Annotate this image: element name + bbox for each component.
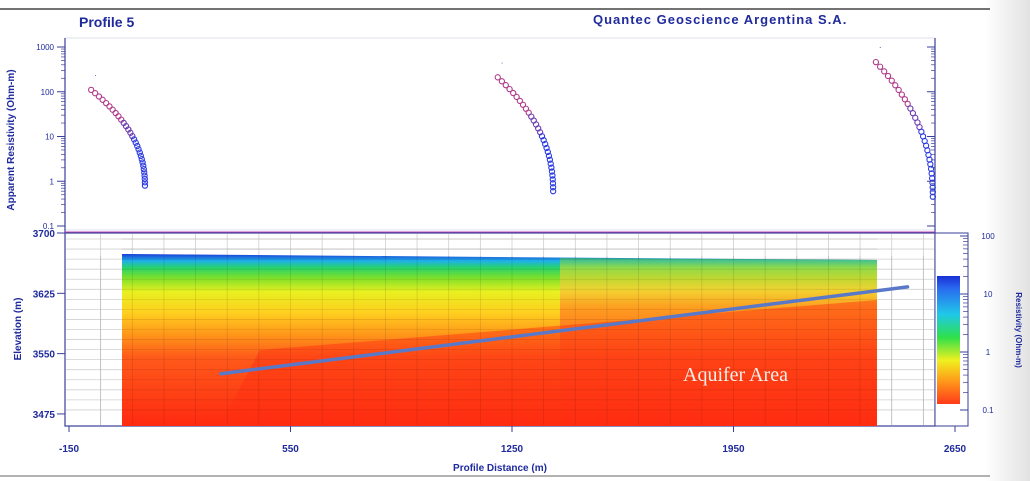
resistivity-point [548, 164, 555, 171]
top-y-tick-label: 10 [45, 133, 54, 142]
profile-title: Profile 5 [79, 14, 134, 30]
company-name: Quantec Geoscience Argentina S.A. [593, 12, 847, 27]
top-panel-ylabel: Apparent Resistivity (Ohm-m) [6, 69, 17, 210]
resistivity-point [88, 86, 95, 94]
resistivity-point [549, 184, 557, 191]
section-x-tick-label: 1950 [722, 444, 745, 455]
resistivity-point [547, 160, 554, 167]
resistivity-point [929, 188, 936, 196]
resistivity-point [872, 58, 880, 66]
resistivity-point [141, 175, 148, 183]
resistivity-point [548, 168, 556, 175]
section-y-tick-label: 3700 [33, 229, 56, 240]
resistivity-point [907, 105, 914, 112]
resistivity-point [929, 193, 936, 200]
resistivity-point [513, 93, 520, 101]
resistivity-point [876, 63, 884, 70]
resistivity-point [904, 100, 911, 108]
aquifer-annotation: Aquifer Area [683, 364, 788, 386]
deep-conductor [220, 300, 877, 426]
resistivity-point [138, 156, 145, 163]
top-panel-ticks: 1000 100 10 1 0.1 [36, 43, 935, 231]
section-x-tick-label: 2650 [944, 444, 967, 455]
resistivity-point [546, 156, 554, 163]
resistivity-point [506, 85, 513, 93]
resistivity-point [549, 172, 556, 179]
section-ticks: 3700 3625 3550 3475 -150 550 1250 1950 2650 [33, 229, 967, 455]
resistivity-point [516, 97, 524, 105]
resistivity-point [510, 89, 517, 97]
resistivity-point [141, 179, 149, 186]
colorbar-gradient [937, 276, 960, 404]
colorbar-tick-label: 0.1 [982, 406, 994, 415]
sounding-marker: · [501, 58, 504, 67]
sounding-marker: · [94, 71, 97, 80]
resistivity-point [901, 96, 909, 103]
aquifer-boundary-line [219, 285, 910, 376]
resistivity-point [127, 129, 134, 136]
resistivity-point [132, 139, 139, 146]
resistivity-point [141, 169, 148, 176]
resistivity-point [135, 146, 142, 153]
resistivity-point [549, 188, 557, 195]
colorbar-ticks: 100 10 1 0.1 [960, 232, 995, 415]
resistivity-point [141, 172, 148, 179]
resistivity-point [102, 99, 110, 107]
resistivity-point [538, 133, 546, 140]
resistivity-point [549, 176, 556, 183]
resistivity-point [140, 162, 147, 169]
resistivity-point [544, 148, 551, 156]
resistivity-point [519, 101, 527, 108]
apparent-resistivity-scatter: · · · [88, 43, 936, 200]
section-y-tick-label: 3625 [33, 289, 56, 300]
colorbar: 100 10 1 0.1 Resistivity (Ohm-m) [934, 232, 1023, 427]
resistivity-point [137, 152, 144, 160]
section-x-tick-label: 1250 [501, 444, 524, 455]
colorbar-tick-label: 100 [981, 232, 995, 241]
section-xlabel: Profile Distance (m) [453, 463, 547, 474]
section-y-tick-label: 3550 [33, 350, 56, 361]
resistivity-point [106, 103, 113, 110]
resistivity-point [129, 132, 136, 140]
resistivity-point [542, 140, 549, 148]
section-y-tick-label: 3475 [33, 410, 56, 421]
top-y-tick-label: 1000 [36, 43, 54, 52]
section-x-tick-label: 550 [282, 444, 299, 455]
resistivity-point [136, 149, 143, 156]
resistivity-point [895, 86, 902, 94]
resistivity-point [892, 82, 899, 89]
section-x-tick-label: -150 [59, 444, 79, 455]
resistivity-point [91, 90, 99, 97]
resistivity-point [95, 93, 103, 100]
colorbar-label: Resistivity (Ohm-m) [1014, 292, 1023, 368]
resistivity-point [543, 144, 550, 152]
top-y-tick-label: 1 [50, 177, 55, 186]
resistivity-point [888, 77, 895, 84]
resistivity-point [130, 136, 138, 143]
right-shade [985, 0, 1030, 481]
resistivity-point [545, 152, 553, 159]
resistivity-point [494, 74, 501, 81]
top-y-tick-label: 0.1 [43, 222, 55, 231]
resistivity-point [884, 72, 892, 80]
resistivity-point [549, 180, 557, 187]
resistivity-point [540, 136, 547, 144]
section-ylabel: Elevation (m) [13, 298, 24, 361]
sounding-marker: · [879, 43, 882, 52]
resistivity-point [140, 165, 147, 173]
resistivity-point [134, 142, 141, 150]
colorbar-tick-label: 1 [986, 348, 991, 357]
resistivity-point [498, 78, 506, 85]
top-y-tick-label: 100 [41, 88, 55, 97]
resistivity-point [141, 182, 149, 189]
resistivity-point [139, 159, 146, 166]
resistivity-point [881, 68, 888, 75]
resistivity-point [502, 82, 509, 89]
resistivity-point [929, 184, 936, 191]
resistivity-point [99, 96, 106, 103]
section-grid-overlay [100, 238, 924, 425]
resistivity-point [898, 91, 905, 98]
colorbar-tick-label: 10 [984, 290, 993, 299]
